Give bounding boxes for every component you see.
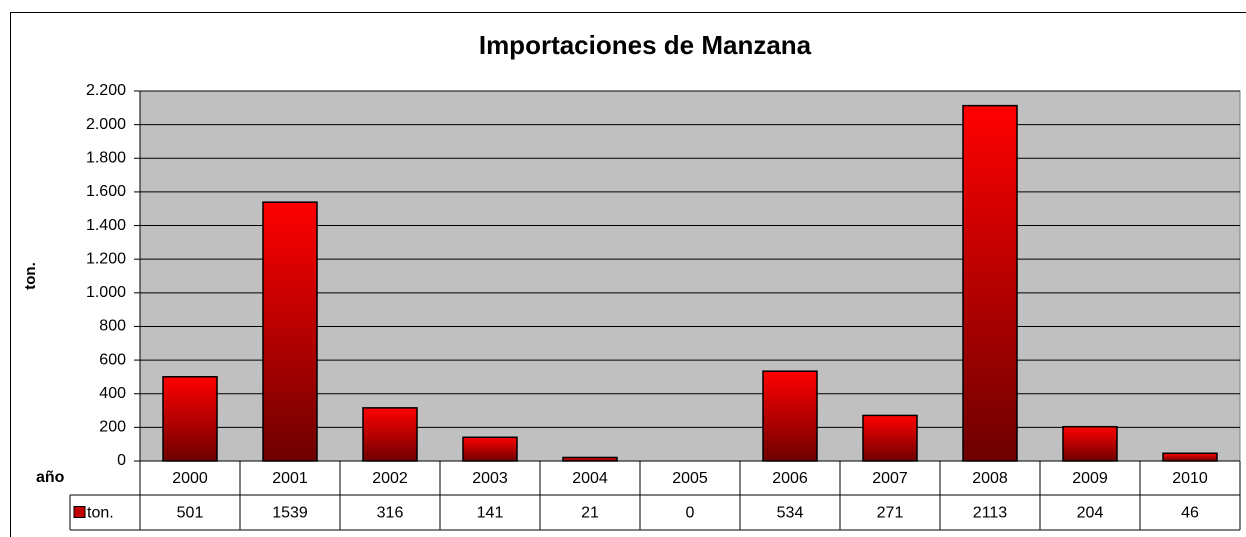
y-tick-label: 1.600 xyxy=(86,183,126,200)
x-tick-label: 2000 xyxy=(172,470,208,487)
y-tick-label: 1.200 xyxy=(86,250,126,267)
table-value: 204 xyxy=(1077,505,1104,522)
chart-title: Importaciones de Manzana xyxy=(479,30,812,60)
bar xyxy=(362,407,418,462)
bar xyxy=(462,436,518,462)
x-tick-label: 2008 xyxy=(972,470,1008,487)
y-tick-label: 2.000 xyxy=(86,116,126,133)
x-tick-label: 2003 xyxy=(472,470,508,487)
y-tick-label: 1.800 xyxy=(86,149,126,166)
table-value: 0 xyxy=(686,505,695,522)
table-value: 141 xyxy=(477,505,504,522)
bar xyxy=(562,456,618,462)
x-tick-label: 2004 xyxy=(572,470,608,487)
x-tick-label: 2001 xyxy=(272,470,308,487)
table-value: 271 xyxy=(877,505,904,522)
x-tick-label: 2007 xyxy=(872,470,908,487)
x-axis-label: año xyxy=(36,469,65,486)
y-tick-label: 600 xyxy=(99,351,126,368)
table-value: 534 xyxy=(777,505,804,522)
y-tick-label: 1.400 xyxy=(86,217,126,234)
x-tick-label: 2010 xyxy=(1172,470,1208,487)
y-tick-label: 1.000 xyxy=(86,284,126,301)
table-value: 2113 xyxy=(973,505,1008,522)
table-value: 46 xyxy=(1181,505,1199,522)
bar xyxy=(262,201,318,462)
bar xyxy=(862,414,918,462)
x-tick-label: 2005 xyxy=(672,470,708,487)
bar xyxy=(1162,452,1218,462)
bar xyxy=(1062,425,1118,462)
legend-label: ton. xyxy=(87,505,114,522)
y-tick-label: 400 xyxy=(99,385,126,402)
plot-area xyxy=(139,90,1241,462)
bar xyxy=(962,104,1018,462)
x-tick-label: 2006 xyxy=(772,470,808,487)
table-value: 316 xyxy=(377,505,404,522)
bar xyxy=(162,375,218,462)
y-tick-label: 2.200 xyxy=(86,82,126,99)
x-tick-label: 2009 xyxy=(1072,470,1108,487)
y-tick-label: 800 xyxy=(99,318,126,335)
table-value: 1539 xyxy=(272,505,308,522)
table-value: 21 xyxy=(581,505,599,522)
y-tick-label: 0 xyxy=(117,452,126,469)
legend-swatch xyxy=(73,506,86,518)
x-tick-label: 2002 xyxy=(372,470,408,487)
y-tick-label: 200 xyxy=(99,419,126,436)
bar xyxy=(762,370,818,462)
y-axis-label: ton. xyxy=(22,262,39,290)
table-value: 501 xyxy=(177,505,204,522)
